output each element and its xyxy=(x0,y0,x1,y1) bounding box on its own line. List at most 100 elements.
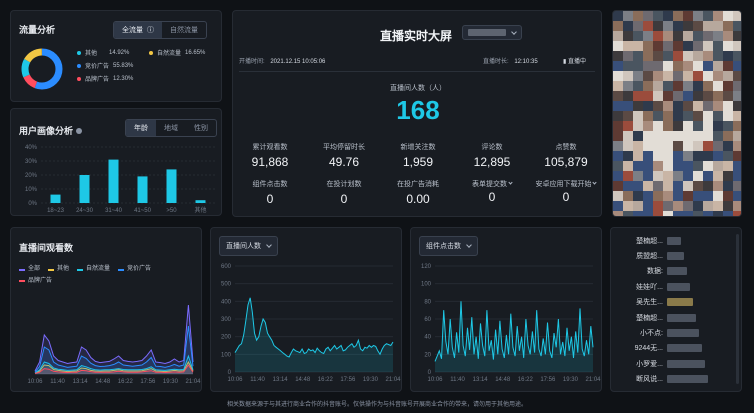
mosaic-cell xyxy=(663,131,673,141)
y-tick: 400 xyxy=(221,299,232,305)
mosaic-cell xyxy=(733,31,741,41)
room-selector[interactable] xyxy=(462,25,522,40)
tab-gender[interactable]: 性别 xyxy=(194,125,208,132)
x-tick: 14:48 xyxy=(295,377,311,383)
question-circle-icon: ⓘ xyxy=(146,27,154,34)
mosaic-cell xyxy=(723,201,733,211)
bar-x-tick: 24~30 xyxy=(76,208,94,214)
user-name: 断风说... xyxy=(636,376,663,384)
online-metric-select[interactable]: 直播间人数 xyxy=(219,236,278,256)
mosaic-cell xyxy=(623,101,633,111)
y-tick: 0 xyxy=(428,370,432,376)
mosaic-cell xyxy=(633,141,643,151)
views-legend-item[interactable]: 全部 xyxy=(19,264,40,275)
views-legend-item[interactable]: 自然流量 xyxy=(77,264,110,275)
user-name: 楚楠超... xyxy=(636,237,663,245)
mosaic-cell xyxy=(723,81,733,91)
bar-chart-icon: ▮ xyxy=(563,59,567,65)
mosaic-cell xyxy=(733,171,741,181)
mosaic-cell xyxy=(723,91,733,101)
tab-all-traffic[interactable]: 全流量 ⓘ xyxy=(114,22,162,38)
series-line-2 xyxy=(34,354,194,374)
scrollbar[interactable] xyxy=(736,234,739,384)
mosaic-cell xyxy=(703,151,713,161)
mosaic-cell xyxy=(633,121,643,131)
mosaic-cell xyxy=(613,121,623,131)
legend-label: 全部 xyxy=(28,266,41,272)
info-icon xyxy=(75,128,82,134)
mosaic-cell xyxy=(693,171,703,181)
x-tick: 11:40 xyxy=(450,377,465,383)
mosaic-cell xyxy=(643,91,653,101)
stat-value-new-follows: 1,959 xyxy=(402,155,434,169)
mosaic-cell xyxy=(633,31,643,41)
clicks-metric-select[interactable]: 组件点击数 xyxy=(419,236,478,256)
legend-brand: 品牌广告 12.30% xyxy=(77,74,133,83)
traffic-panel: 流量分析 全流量 ⓘ 自然流量 其他 14.92% 自然流量 16.65% 竞价… xyxy=(10,10,222,102)
mosaic-cell xyxy=(693,131,703,141)
mosaic-cell xyxy=(663,151,673,161)
bar-1 xyxy=(79,175,90,203)
mosaic-cell xyxy=(683,141,693,151)
views-legend-item[interactable]: 品牌广告 xyxy=(19,276,52,287)
views-legend-item[interactable]: 竞价广告 xyxy=(118,264,151,275)
mosaic-cell xyxy=(623,91,633,101)
tab-age[interactable]: 年龄 xyxy=(126,120,156,136)
stat-value-ad-spend: 0.00 xyxy=(406,192,430,206)
y-tick: 120 xyxy=(421,264,432,270)
mosaic-cell xyxy=(653,151,663,161)
mosaic-cell xyxy=(733,121,741,131)
series-line-4 xyxy=(34,364,194,374)
x-tick: 17:56 xyxy=(140,379,156,385)
mosaic-cell xyxy=(733,71,741,81)
legend-swatch xyxy=(48,268,55,271)
mosaic-cell xyxy=(663,61,673,71)
tab-region[interactable]: 地域 xyxy=(164,125,178,132)
mosaic-cell xyxy=(613,171,623,181)
mosaic-cell xyxy=(613,11,623,21)
bar-y-tick: 30% xyxy=(25,159,38,165)
chevron-down-icon[interactable] xyxy=(508,180,513,185)
mosaic-cell xyxy=(693,181,703,191)
comment-text-blurred xyxy=(667,344,702,353)
online-panel: 直播间人数 0 100 200 300 400 500 600 10:06 11:40 13:14… xyxy=(210,227,402,392)
mosaic-cell xyxy=(683,161,693,171)
mosaic-cell xyxy=(673,81,683,91)
mosaic-cell xyxy=(693,51,703,61)
mosaic-cell xyxy=(623,161,633,171)
mosaic-cell xyxy=(723,101,733,111)
live-video[interactable] xyxy=(612,10,742,217)
mosaic-cell xyxy=(613,191,623,201)
series-area-0 xyxy=(35,305,193,374)
tab-natural-traffic[interactable]: 自然流量 xyxy=(169,27,198,34)
mosaic-cell xyxy=(723,31,733,41)
stat-label-active-plans: 在投计划数 xyxy=(326,181,362,188)
mosaic-cell xyxy=(733,11,741,21)
legend-swatch xyxy=(77,268,84,271)
mosaic-cell xyxy=(673,11,683,21)
mosaic-cell xyxy=(653,101,663,111)
live-status: ▮ 直播中 xyxy=(563,59,586,65)
portrait-panel: 用户画像分析 年龄 地域 性别 0% 10% 20% 30% 40% 18~23 24~30… xyxy=(10,108,222,216)
legend-label: 自然流量 xyxy=(86,266,111,272)
mosaic-cell xyxy=(663,81,673,91)
mosaic-cell xyxy=(643,121,653,131)
mosaic-cell xyxy=(633,81,643,91)
mosaic-cell xyxy=(713,151,723,161)
mosaic-cell xyxy=(733,21,741,31)
x-tick: 21:04 xyxy=(585,377,601,383)
bar-y-tick: 40% xyxy=(25,145,38,151)
mosaic-cell xyxy=(633,131,643,141)
mosaic-cell xyxy=(663,101,673,111)
views-legend-item[interactable]: 其他 xyxy=(48,264,69,275)
mosaic-cell xyxy=(653,81,663,91)
x-tick: 13:14 xyxy=(473,377,489,383)
mosaic-cell xyxy=(713,41,723,51)
chevron-down-icon[interactable] xyxy=(592,180,598,185)
mosaic-cell xyxy=(683,121,693,131)
mosaic-cell xyxy=(693,151,703,161)
mosaic-cell xyxy=(653,211,663,216)
mosaic-cell xyxy=(663,191,673,201)
mosaic-cell xyxy=(623,201,633,211)
mosaic-cell xyxy=(623,181,633,191)
